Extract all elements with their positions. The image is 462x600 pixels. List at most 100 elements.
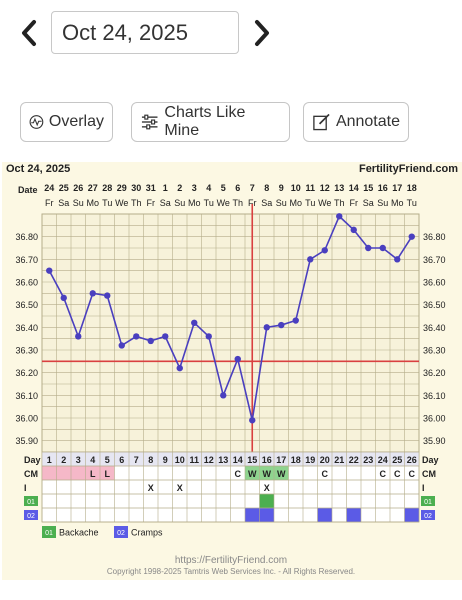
intercourse-mark: X [264,483,270,493]
cycle-day-label: 17 [276,455,286,465]
y-tick-label-right: 36.80 [423,232,446,242]
y-tick-label-right: 36.00 [423,414,446,424]
temperature-point [176,364,183,372]
y-tick-label-right: 36.10 [423,391,446,401]
cm-mark: L [105,469,111,479]
temperature-point [60,294,67,302]
cycle-day-label: 26 [407,455,417,465]
edit-icon [313,113,330,131]
cm-mark: C [394,469,401,479]
row-label-left: I [24,483,27,493]
temperature-point [46,267,53,274]
cm-mark: W [263,469,272,479]
temperature-point [278,321,285,329]
weekday-label: Tu [102,198,112,208]
legend-cramps-label: Cramps [131,528,163,538]
weekday-label: We [217,198,230,208]
chart-canvas: 36.80 36.80 36.70 36.70 36.60 36.60 36.50 36.50… [15,183,446,538]
row-label-left: 01 [27,499,35,506]
y-tick-label-left: 36.50 [15,300,38,310]
cycle-day-label: 7 [134,455,139,465]
waveform-icon [29,115,44,129]
weekday-label: Sa [363,198,374,208]
weekday-label: We [115,198,128,208]
row-label-left: 02 [27,513,35,520]
temperature-point [394,256,401,263]
cm-mark: C [322,469,329,479]
cycle-day-label: 24 [378,455,388,465]
sliders-icon [141,114,158,130]
date-label: 15 [363,183,373,193]
row-label-right: Day [422,455,439,465]
temperature-point [408,233,415,240]
temperature-point [205,333,212,340]
cm-mark: L [90,469,96,479]
cycle-day-label: 11 [189,455,199,465]
cycle-day-label: 3 [76,455,81,465]
weekday-label: Sa [160,198,171,208]
legend-backache-code: 01 [45,530,53,537]
legend-cramps-code: 02 [117,530,125,537]
temperature-point [249,417,256,424]
legend-backache-label: Backache [59,528,99,538]
cycle-day-label: 16 [262,455,272,465]
cycle-day-label: 2 [61,455,66,465]
next-date-button[interactable] [247,14,277,52]
row-label-left: CM [24,469,38,479]
y-tick-label-right: 36.20 [423,368,446,378]
chart-date: Oct 24, 2025 [6,163,71,175]
previous-date-button[interactable] [14,14,44,52]
date-label: 24 [44,183,54,193]
date-label: 31 [146,183,156,193]
temperature-point [162,333,169,340]
chart-site: FertilityFriend.com [358,163,458,175]
symptom-cramps-cell [259,508,274,522]
date-label: 16 [378,183,388,193]
date-label: 25 [59,183,69,193]
cycle-day-label: 1 [47,455,52,465]
weekday-label: Sa [58,198,69,208]
y-tick-label-left: 36.40 [15,323,38,333]
weekday-label: We [318,198,331,208]
row-code-badge-left [24,496,38,506]
weekday-label: Tu [407,198,417,208]
date-label: 1 [163,183,168,193]
y-tick-label-right: 36.60 [423,278,446,288]
annotate-button[interactable]: Annotate [303,102,409,142]
y-tick-label-left: 36.60 [15,278,38,288]
weekday-label: Th [334,198,345,208]
cycle-day-label: 22 [349,455,359,465]
symptom-cramps-cell [404,508,419,522]
row-code-badge-right [421,510,435,520]
chevron-right-icon [255,20,269,46]
cm-mark: C [380,469,387,479]
y-tick-label-left: 36.70 [15,255,38,265]
y-tick-label-right: 36.40 [423,323,446,333]
cm-mark: C [409,469,416,479]
cycle-day-label: 25 [392,455,402,465]
cycle-day-label: 9 [163,455,168,465]
date-label: 10 [291,183,301,193]
cycle-day-label: 18 [291,455,301,465]
symptom-cramps-cell [317,508,332,522]
date-label: 14 [349,183,359,193]
date-label: 13 [334,183,344,193]
date-label: 5 [221,183,226,193]
cycle-day-label: 10 [175,455,185,465]
overlay-label: Overlay [48,113,104,130]
weekday-label: Fr [350,198,359,208]
cm-fertile-cell [259,466,274,480]
weekday-label: Sa [261,198,272,208]
date-input[interactable]: Oct 24, 2025 [51,11,239,54]
temperature-point [263,324,270,331]
cm-mark: W [248,469,257,479]
weekday-label: Fr [147,198,156,208]
temperature-point [104,292,111,299]
date-label: 27 [88,183,98,193]
charts-like-mine-button[interactable]: Charts Like Mine [131,102,290,142]
overlay-button[interactable]: Overlay [20,102,113,142]
cm-fertile-cell [274,466,289,480]
cycle-day-label: 6 [119,455,124,465]
legend-backache-swatch [42,526,56,538]
date-selector: Oct 24, 2025 [0,8,462,58]
